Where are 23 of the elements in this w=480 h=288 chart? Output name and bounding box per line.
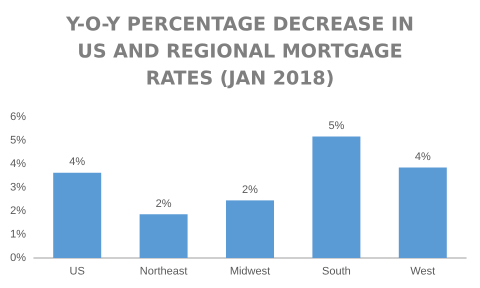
chart-title: Y-O-Y PERCENTAGE DECREASE IN US AND REGIONAL MORTGAGE RATES (JAN 2018) [65,14,414,90]
bar [226,200,274,258]
bar [398,168,447,258]
x-tick-label: South [322,266,351,278]
y-tick-label: 6% [10,111,26,123]
x-tick-label: US [70,266,85,278]
y-tick-label: 0% [10,252,26,264]
data-label: 2% [242,184,258,196]
x-tick-label: West [410,266,436,278]
data-label: 4% [69,156,86,168]
y-tick-label: 1% [10,228,26,240]
bar [53,172,102,258]
bar [140,214,188,258]
bar [312,136,360,258]
y-tick-label: 5% [10,134,26,146]
x-tick-label: Midwest [230,266,270,278]
data-label: 5% [328,120,345,132]
data-label: 4% [414,151,431,164]
y-tick-label: 4% [10,158,26,170]
data-label: 2% [156,198,172,210]
y-tick-label: 3% [10,182,26,194]
x-tick-label: Northeast [140,266,188,278]
y-tick-label: 2% [10,205,26,217]
